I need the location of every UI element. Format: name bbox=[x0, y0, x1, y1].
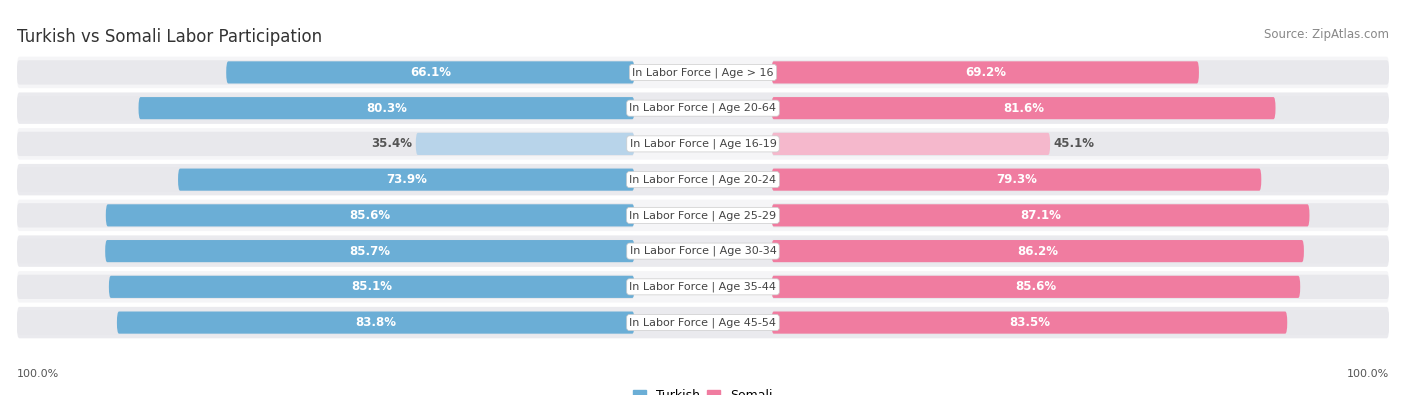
Text: In Labor Force | Age 45-54: In Labor Force | Age 45-54 bbox=[630, 317, 776, 328]
FancyBboxPatch shape bbox=[772, 61, 1199, 83]
Text: 80.3%: 80.3% bbox=[366, 102, 406, 115]
FancyBboxPatch shape bbox=[772, 60, 1389, 85]
FancyBboxPatch shape bbox=[416, 133, 634, 155]
FancyBboxPatch shape bbox=[17, 164, 1389, 196]
FancyBboxPatch shape bbox=[17, 96, 634, 120]
FancyBboxPatch shape bbox=[105, 240, 634, 262]
FancyBboxPatch shape bbox=[772, 167, 1389, 192]
FancyBboxPatch shape bbox=[772, 275, 1389, 299]
Legend: Turkish, Somali: Turkish, Somali bbox=[628, 384, 778, 395]
Text: In Labor Force | Age 30-34: In Labor Force | Age 30-34 bbox=[630, 246, 776, 256]
FancyBboxPatch shape bbox=[772, 240, 1303, 262]
FancyBboxPatch shape bbox=[772, 132, 1389, 156]
FancyBboxPatch shape bbox=[17, 275, 634, 299]
Text: 85.1%: 85.1% bbox=[352, 280, 392, 293]
FancyBboxPatch shape bbox=[772, 203, 1389, 228]
Text: In Labor Force | Age 35-44: In Labor Force | Age 35-44 bbox=[630, 282, 776, 292]
FancyBboxPatch shape bbox=[772, 204, 1309, 226]
Text: 66.1%: 66.1% bbox=[409, 66, 451, 79]
FancyBboxPatch shape bbox=[226, 61, 634, 83]
Text: 86.2%: 86.2% bbox=[1018, 245, 1059, 258]
FancyBboxPatch shape bbox=[17, 128, 1389, 160]
Text: 100.0%: 100.0% bbox=[17, 369, 59, 379]
Text: Source: ZipAtlas.com: Source: ZipAtlas.com bbox=[1264, 28, 1389, 41]
FancyBboxPatch shape bbox=[139, 97, 634, 119]
FancyBboxPatch shape bbox=[17, 235, 1389, 267]
FancyBboxPatch shape bbox=[105, 204, 634, 226]
Text: In Labor Force | Age 25-29: In Labor Force | Age 25-29 bbox=[630, 210, 776, 221]
FancyBboxPatch shape bbox=[117, 312, 634, 334]
FancyBboxPatch shape bbox=[17, 132, 634, 156]
Text: In Labor Force | Age 16-19: In Labor Force | Age 16-19 bbox=[630, 139, 776, 149]
FancyBboxPatch shape bbox=[772, 97, 1275, 119]
Text: Turkish vs Somali Labor Participation: Turkish vs Somali Labor Participation bbox=[17, 28, 322, 46]
Text: 73.9%: 73.9% bbox=[385, 173, 426, 186]
Text: 100.0%: 100.0% bbox=[1347, 369, 1389, 379]
Text: 83.8%: 83.8% bbox=[356, 316, 396, 329]
Text: 45.1%: 45.1% bbox=[1053, 137, 1094, 150]
Text: 35.4%: 35.4% bbox=[371, 137, 412, 150]
Text: 85.6%: 85.6% bbox=[350, 209, 391, 222]
Text: 83.5%: 83.5% bbox=[1010, 316, 1050, 329]
Text: 87.1%: 87.1% bbox=[1021, 209, 1062, 222]
FancyBboxPatch shape bbox=[17, 271, 1389, 303]
Text: 79.3%: 79.3% bbox=[995, 173, 1036, 186]
Text: In Labor Force | Age 20-24: In Labor Force | Age 20-24 bbox=[630, 174, 776, 185]
FancyBboxPatch shape bbox=[17, 92, 1389, 124]
Text: 85.7%: 85.7% bbox=[349, 245, 391, 258]
FancyBboxPatch shape bbox=[17, 310, 634, 335]
FancyBboxPatch shape bbox=[772, 276, 1301, 298]
FancyBboxPatch shape bbox=[772, 133, 1050, 155]
Text: In Labor Force | Age 20-64: In Labor Force | Age 20-64 bbox=[630, 103, 776, 113]
FancyBboxPatch shape bbox=[17, 203, 634, 228]
FancyBboxPatch shape bbox=[772, 169, 1261, 191]
FancyBboxPatch shape bbox=[17, 60, 634, 85]
FancyBboxPatch shape bbox=[17, 239, 634, 263]
FancyBboxPatch shape bbox=[179, 169, 634, 191]
FancyBboxPatch shape bbox=[772, 239, 1389, 263]
FancyBboxPatch shape bbox=[17, 307, 1389, 338]
FancyBboxPatch shape bbox=[17, 167, 634, 192]
Text: 81.6%: 81.6% bbox=[1002, 102, 1045, 115]
Text: In Labor Force | Age > 16: In Labor Force | Age > 16 bbox=[633, 67, 773, 78]
Text: 69.2%: 69.2% bbox=[965, 66, 1005, 79]
Text: 85.6%: 85.6% bbox=[1015, 280, 1056, 293]
FancyBboxPatch shape bbox=[108, 276, 634, 298]
FancyBboxPatch shape bbox=[17, 57, 1389, 88]
FancyBboxPatch shape bbox=[772, 96, 1389, 120]
FancyBboxPatch shape bbox=[772, 310, 1389, 335]
FancyBboxPatch shape bbox=[772, 312, 1288, 334]
FancyBboxPatch shape bbox=[17, 199, 1389, 231]
